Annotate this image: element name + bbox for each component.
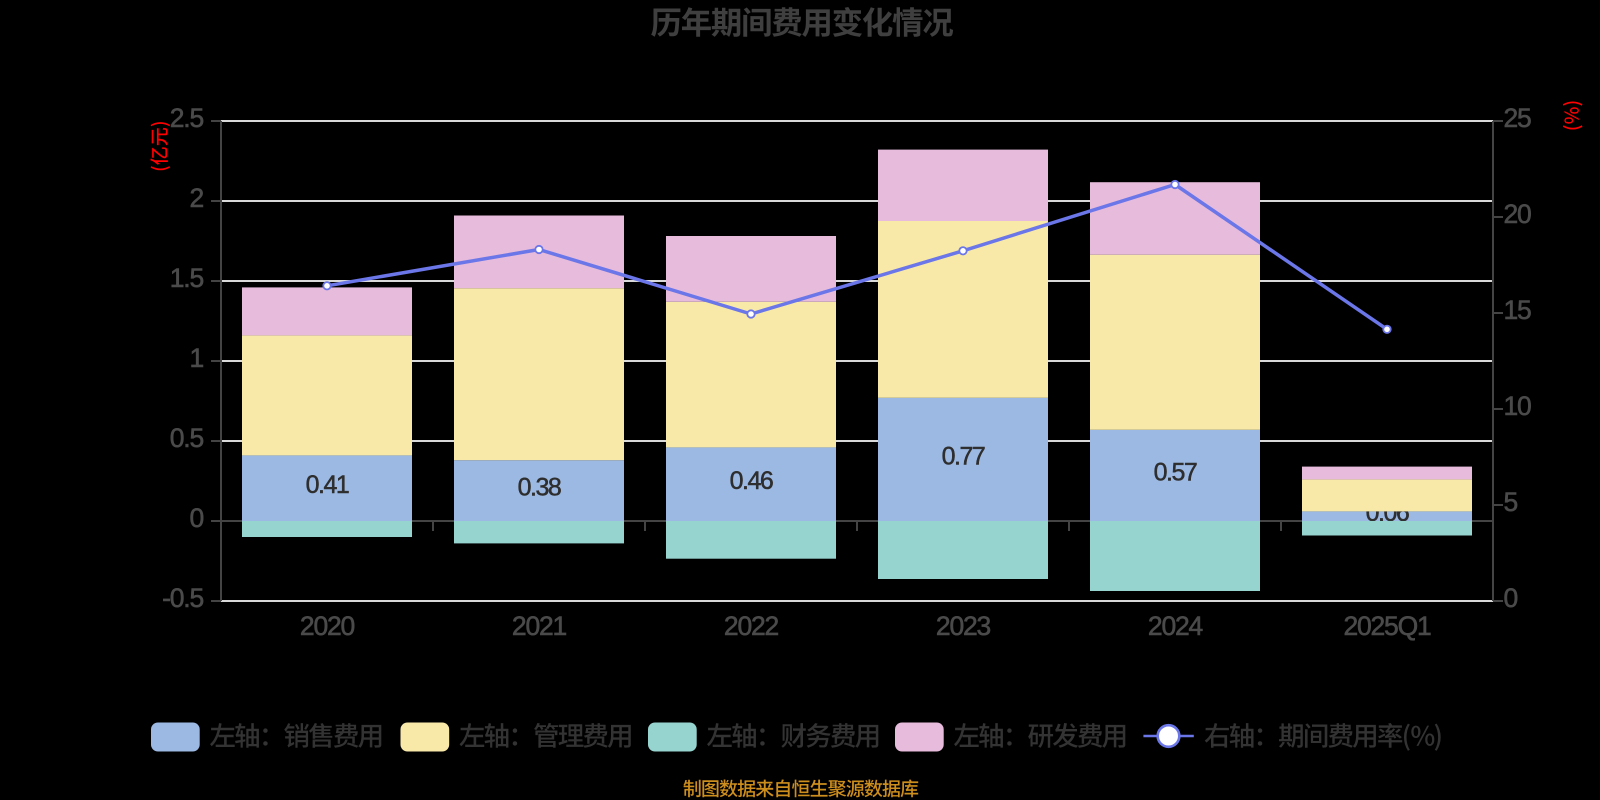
svg-text:0: 0 [1504,583,1518,613]
svg-text:2024: 2024 [1148,611,1203,641]
svg-text:2021: 2021 [512,611,567,641]
svg-text:2020: 2020 [300,611,355,641]
svg-text:0.5: 0.5 [170,423,204,453]
svg-text:2: 2 [189,183,203,213]
svg-text:-0.5: -0.5 [162,583,203,613]
svg-text:0.57: 0.57 [1154,458,1197,486]
svg-text:15: 15 [1504,295,1532,325]
svg-text:1.5: 1.5 [170,263,204,293]
svg-text:2.5: 2.5 [170,103,204,133]
svg-text:0.77: 0.77 [942,442,985,470]
svg-text:10: 10 [1504,391,1532,421]
svg-text:0: 0 [189,503,203,533]
svg-text:2025Q1: 2025Q1 [1343,611,1431,641]
svg-text:0.46: 0.46 [730,467,773,495]
svg-text:20: 20 [1504,199,1532,229]
svg-text:1: 1 [189,343,203,373]
svg-text:2022: 2022 [724,611,779,641]
svg-text:0.38: 0.38 [518,474,561,502]
svg-text:0.41: 0.41 [306,471,349,499]
svg-text:25: 25 [1504,103,1532,133]
svg-text:2023: 2023 [936,611,991,641]
svg-text:5: 5 [1504,487,1518,517]
